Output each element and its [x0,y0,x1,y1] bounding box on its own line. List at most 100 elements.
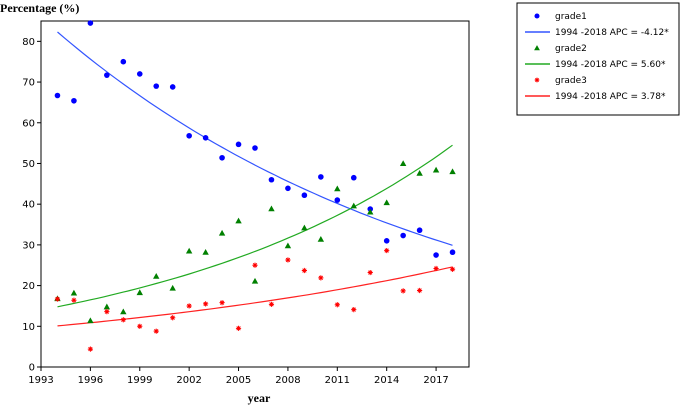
grade2-point [350,202,357,209]
legend-label: 1994 -2018 APC = 5.60* [555,60,666,70]
fit-line-grade3 [57,266,453,327]
grade2-point [301,224,308,231]
grade2-point [120,308,127,315]
grade1-point [186,132,192,139]
y-tick-label: 60 [22,118,35,129]
grade2-point [169,284,176,291]
grade2-point [153,273,160,279]
legend: grade1 1994 -2018 APC = -4.12* grade2 1994 … [516,2,680,116]
grade1-point [136,71,143,77]
grade3-point [301,267,307,274]
grade1-point [449,249,456,256]
grade2-point [268,205,275,212]
fit-line-grade2 [57,144,453,308]
grade3-point [120,317,126,323]
y-tick-label: 20 [22,281,35,292]
grade1-point [104,72,110,78]
y-tick-label: 10 [22,322,35,333]
grade1-point [318,174,324,180]
legend-marker-grade2 [534,45,540,51]
x-tick-label: 1996 [78,375,103,386]
grade3-point [384,247,390,254]
grade3-point [153,328,159,334]
legend-label: grade2 [555,44,587,54]
grade3-point [367,269,373,276]
grade2-point [334,185,341,192]
x-tick-label: 2002 [176,375,201,386]
grade1-point [120,58,127,65]
x-tick-label: 1999 [127,375,152,386]
grade1-point [433,252,439,258]
grade1-point [301,192,308,199]
grade1-point [268,176,275,183]
grade1-point [153,83,160,89]
grade2-point [284,242,292,249]
grade3-point [54,296,61,302]
grade2-point [235,217,242,224]
grade1-point [383,238,390,244]
y-tick-label: 30 [22,240,35,251]
y-tick-label: 0 [29,363,35,374]
x-tick-label: 2008 [275,375,300,386]
grade2-point [432,166,440,173]
grade3-point [219,300,225,306]
grade3-point [137,323,143,329]
y-tick-label: 40 [22,200,35,211]
grade3-point [87,346,93,352]
grade3-point [203,301,209,307]
grade2-point [87,317,94,324]
grade2-point [449,168,456,175]
y-tick-label: 80 [22,37,35,48]
grade1-point [71,97,77,104]
y-tick-label: 70 [22,78,35,89]
grade3-point [318,275,324,281]
grade2-point [70,289,78,296]
grade1-point [202,135,209,141]
grade1-point [252,145,258,151]
fit-line-grade1 [57,31,453,246]
grade3-point [268,301,275,307]
legend-marker-grade3 [534,77,540,83]
grade3-point [252,262,258,268]
legend-label: 1994 -2018 APC = -4.12* [555,28,669,38]
x-tick-label: 1993 [28,375,53,386]
grade3-point [400,288,406,294]
grade3-point [285,257,291,263]
grade1-point [334,197,341,203]
grade2-point [317,235,325,242]
grade3-point [334,302,340,308]
x-tick-label: 2005 [226,375,251,386]
grade2-point [251,277,259,284]
grade2-point [399,160,407,167]
plot-area: 0 10 20 30 40 50 60 70 80 1993 1996 1999 2002 2005 200… [22,20,470,386]
legend-label: grade3 [555,76,587,86]
grade1-point [169,84,176,90]
grade1-point [54,92,61,99]
grade2-point [416,170,423,176]
grade3-point [433,265,439,272]
grade3-point [186,303,192,309]
grade1-point [416,227,423,234]
x-tick-label: 2011 [325,375,350,386]
grade3-point [351,307,357,313]
grade3-point [104,309,110,315]
grade1-point [285,185,291,192]
y-axis-title: Percentage (%) [0,1,79,15]
grade1-point [235,141,242,148]
legend-label: grade1 [555,12,587,22]
grade2-point [218,229,226,236]
grade3-point [417,287,423,294]
grade3-point [170,315,176,321]
grade1-point [350,174,357,181]
legend-label: 1994 -2018 APC = 3.78* [555,92,666,102]
y-tick-label: 50 [22,159,35,170]
x-axis-title: year [248,391,271,405]
grade2-point [136,289,143,296]
grade1-point [219,154,225,161]
grade3-point [71,297,77,303]
grade3-point [235,325,242,331]
grade2-point [202,249,209,255]
plot-frame [40,20,470,368]
grade1-point [400,232,406,239]
